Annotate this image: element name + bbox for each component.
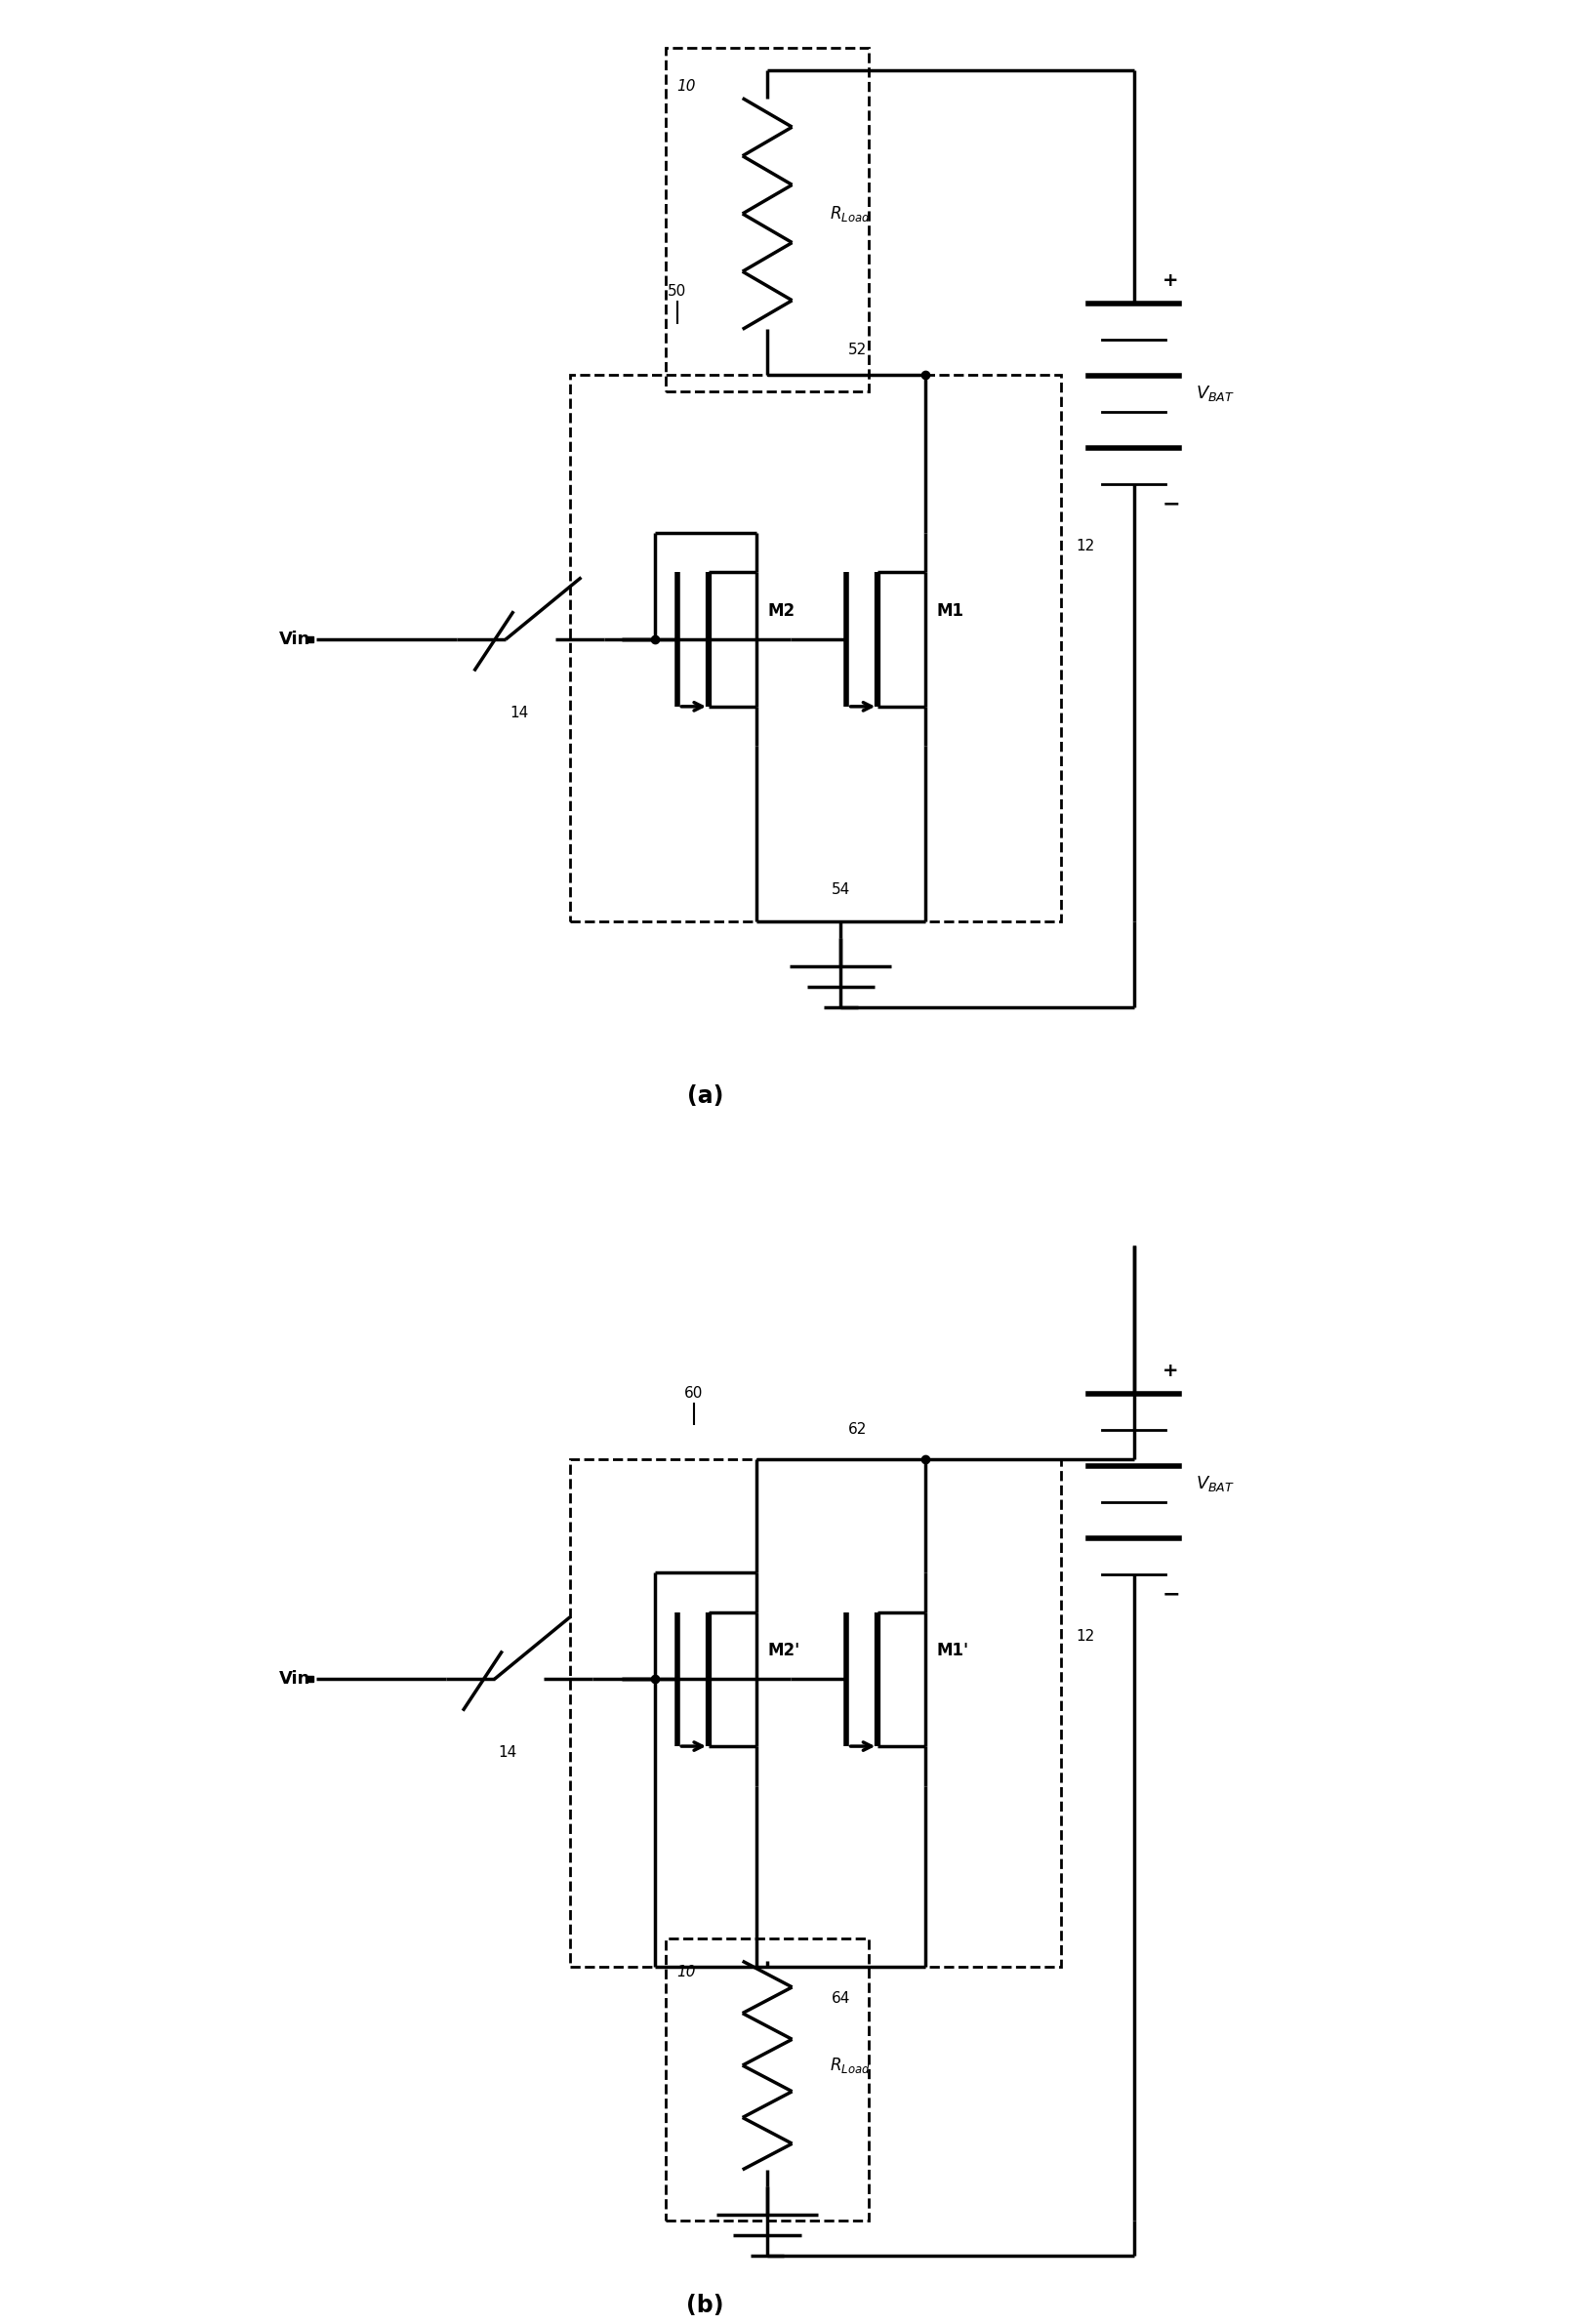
Text: M1: M1 <box>937 602 964 621</box>
Text: $V_{BAT}$: $V_{BAT}$ <box>1196 383 1235 404</box>
Text: 54: 54 <box>831 881 850 897</box>
Text: Vin: Vin <box>278 630 310 648</box>
Text: M2': M2' <box>767 1643 800 1659</box>
Text: +: + <box>1161 1362 1177 1380</box>
Text: 60: 60 <box>684 1385 703 1401</box>
Text: 12: 12 <box>1076 1629 1095 1643</box>
Text: M2: M2 <box>767 602 796 621</box>
Bar <box>570 1459 1061 1966</box>
Bar <box>570 374 1061 920</box>
Text: Vin: Vin <box>278 1671 310 1687</box>
Text: $V_{BAT}$: $V_{BAT}$ <box>1196 1473 1235 1494</box>
Text: −: − <box>1161 1585 1181 1604</box>
Text: 10: 10 <box>678 1966 697 1980</box>
Text: (b): (b) <box>686 2294 724 2317</box>
Text: 50: 50 <box>668 284 686 300</box>
Text: 12: 12 <box>1076 539 1095 553</box>
Text: M1': M1' <box>937 1643 969 1659</box>
Text: 64: 64 <box>831 1992 850 2006</box>
Text: $R_{Load}$: $R_{Load}$ <box>829 205 870 223</box>
Text: $R_{Load}$: $R_{Load}$ <box>829 2057 870 2075</box>
Bar <box>665 46 869 390</box>
Text: 14: 14 <box>498 1745 517 1759</box>
Bar <box>665 1938 869 2219</box>
Text: 62: 62 <box>848 1422 867 1436</box>
Text: 52: 52 <box>848 344 867 358</box>
Text: 10: 10 <box>678 79 697 95</box>
Text: −: − <box>1161 495 1181 514</box>
Text: +: + <box>1161 272 1177 290</box>
Text: (a): (a) <box>687 1085 724 1109</box>
Text: 14: 14 <box>509 706 528 720</box>
